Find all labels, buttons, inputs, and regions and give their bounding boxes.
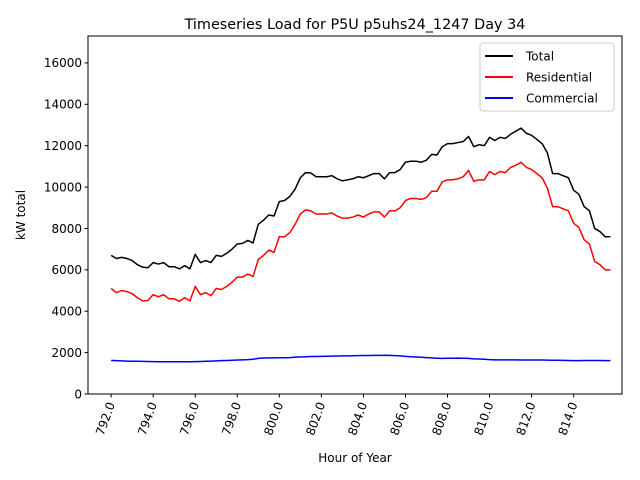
y-tick-label: 0	[74, 387, 82, 401]
legend-entries: Total Residential Commercial	[485, 49, 598, 105]
legend-label-residential: Residential	[526, 70, 592, 84]
series-line-residential	[110, 161, 611, 303]
x-tick-label: 804.0	[345, 400, 370, 437]
y-tick-label: 4000	[51, 305, 82, 319]
chart-title: Timeseries Load for P5U p5uhs24_1247 Day…	[184, 17, 526, 33]
legend-box	[479, 42, 615, 112]
x-tick-label: 812.0	[514, 400, 539, 437]
x-tick-label: 810.0	[471, 400, 496, 437]
plot-frame	[87, 35, 623, 395]
series-line-commercial	[111, 354, 611, 363]
y-tick-label: 14000	[44, 98, 82, 112]
x-axis-label: Hour of Year	[318, 451, 392, 465]
x-tick-label: 792.0	[93, 400, 118, 437]
x-tick-label: 798.0	[219, 400, 244, 437]
y-tick-label: 2000	[51, 346, 82, 360]
x-tick-label: 796.0	[177, 400, 202, 437]
y-axis: 0 2000 4000 6000 8000 10000 12000 14000 16000	[44, 56, 88, 401]
x-tick-label: 808.0	[429, 400, 454, 437]
series-layer	[110, 127, 611, 363]
y-tick-label: 8000	[51, 222, 82, 236]
x-tick-label: 794.0	[135, 400, 160, 437]
x-axis: 792.0 794.0 796.0 798.0 800.0 802.0 804.0 806.0…	[93, 394, 580, 437]
legend-label-total: Total	[525, 49, 554, 63]
x-tick-label: 802.0	[303, 400, 328, 437]
legend: Total Residential Commercial	[479, 42, 615, 112]
y-axis-label: kW total	[14, 190, 28, 240]
x-tick-label: 806.0	[387, 400, 412, 437]
x-tick-label: 814.0	[556, 400, 581, 437]
y-tick-label: 6000	[51, 263, 82, 277]
legend-label-commercial: Commercial	[526, 91, 598, 105]
x-tick-label: 800.0	[261, 400, 286, 437]
series-line-total	[110, 127, 611, 270]
y-tick-label: 10000	[44, 180, 82, 194]
y-tick-label: 12000	[44, 139, 82, 153]
y-tick-label: 16000	[44, 56, 82, 70]
